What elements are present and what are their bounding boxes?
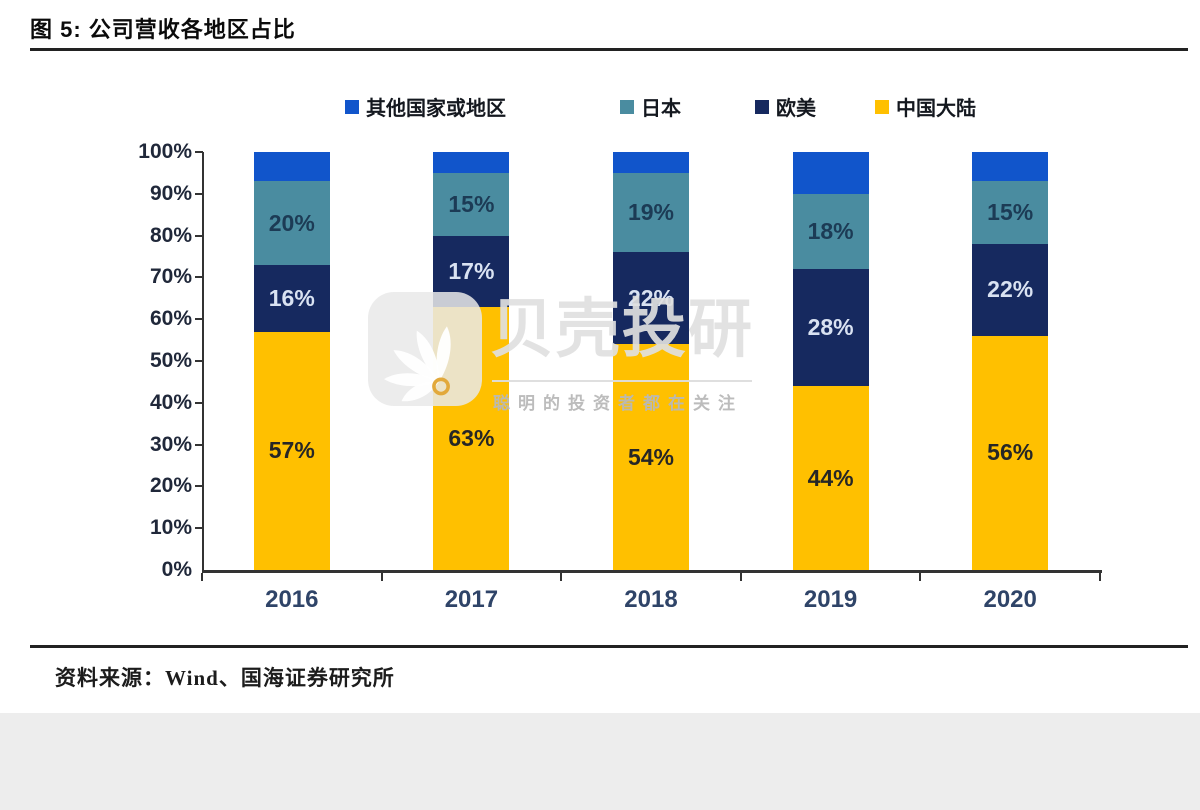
bar-segment: 19% <box>613 172 689 253</box>
y-axis-tick <box>195 485 203 488</box>
legend-swatch <box>875 99 889 114</box>
legend-label: 其他国家或地区 <box>366 98 506 120</box>
footer-bar: 贝壳投研 <box>0 713 1200 810</box>
bar-value-label: 54% <box>627 443 675 470</box>
y-axis-tick <box>195 443 203 446</box>
bar-segment <box>972 152 1049 182</box>
y-axis-label: 70% <box>149 265 192 289</box>
bar-value-label: 44% <box>807 464 854 491</box>
data-source: 资料来源：Wind、国海证券研究所 <box>55 666 395 690</box>
figure-title: 图 5: 公司营收各地区占比 <box>30 17 296 42</box>
bar-segment <box>433 152 510 173</box>
x-axis-label: 2020 <box>983 586 1037 613</box>
legend-item: 日本 <box>620 92 681 121</box>
bar-value-label: 63% <box>448 424 495 451</box>
y-axis-tick <box>195 318 203 321</box>
y-axis-label: 40% <box>149 390 192 414</box>
legend-item: 中国大陆 <box>875 92 976 121</box>
x-axis-tick <box>919 573 922 581</box>
y-axis-label: 90% <box>149 181 192 205</box>
bar-segment <box>792 152 869 194</box>
y-axis-tick <box>195 276 203 279</box>
legend-swatch <box>345 99 359 114</box>
y-axis-tick <box>195 527 203 530</box>
bar-segment: 17% <box>433 235 510 307</box>
bar-segment: 15% <box>972 181 1049 244</box>
bar-segment: 56% <box>972 335 1049 570</box>
bar-segment: 18% <box>792 193 869 270</box>
bar-value-label: 19% <box>627 199 675 226</box>
bar-value-label: 56% <box>987 439 1034 466</box>
bar-segment: 22% <box>613 252 689 345</box>
y-axis-tick <box>195 192 203 195</box>
title-divider <box>30 48 1188 51</box>
y-axis-label: 30% <box>149 432 192 456</box>
y-axis-label: 20% <box>149 474 192 498</box>
x-axis-label: 2016 <box>265 586 319 613</box>
legend-item: 其他国家或地区 <box>345 92 506 121</box>
bar-segment: 54% <box>613 344 689 570</box>
bar-value-label: 15% <box>448 190 495 217</box>
y-axis-label: 80% <box>149 223 192 247</box>
x-axis-tick <box>380 573 383 581</box>
bar-value-label: 57% <box>268 437 315 464</box>
bar-segment <box>613 152 689 173</box>
bar-value-label: 15% <box>987 199 1034 226</box>
y-axis-label: 0% <box>161 558 192 581</box>
chart-legend: 其他国家或地区 日本 欧美 中国大陆 <box>0 92 1200 121</box>
bar-segment: 44% <box>792 386 869 570</box>
bar-value-label: 28% <box>807 314 854 341</box>
bar-segment: 63% <box>433 306 510 570</box>
y-axis-label: 100% <box>138 140 192 163</box>
x-axis-tick <box>201 573 203 581</box>
x-axis-tick <box>1099 573 1101 581</box>
legend-label: 欧美 <box>776 98 816 120</box>
y-axis-label: 50% <box>149 349 192 372</box>
y-axis-tick <box>195 360 203 362</box>
bar-segment: 15% <box>433 172 510 236</box>
plot-axes <box>202 152 1102 573</box>
legend-label: 日本 <box>641 98 681 120</box>
legend-swatch <box>755 99 769 114</box>
bar-segment: 22% <box>972 243 1049 336</box>
legend-label: 中国大陆 <box>896 98 976 120</box>
x-axis-tick <box>739 573 742 581</box>
x-axis-label: 2017 <box>444 586 499 613</box>
bar-segment: 16% <box>253 264 330 332</box>
x-axis-label: 2018 <box>624 586 678 613</box>
bar-value-label: 22% <box>987 276 1034 303</box>
y-axis-tick <box>195 401 203 404</box>
bar-value-label: 16% <box>268 284 315 311</box>
x-axis-tick <box>560 573 563 581</box>
legend-item: 欧美 <box>755 92 816 121</box>
x-axis-label: 2019 <box>803 586 858 613</box>
bar-value-label: 18% <box>807 217 854 244</box>
bar-value-label: 22% <box>627 284 675 311</box>
bar-segment: 20% <box>253 181 330 265</box>
y-axis-tick <box>195 234 203 237</box>
y-axis-tick <box>195 151 203 153</box>
legend-swatch <box>620 99 634 114</box>
source-divider <box>30 645 1188 648</box>
bar-value-label: 20% <box>268 209 315 236</box>
bar-segment <box>253 152 330 182</box>
y-axis-label: 10% <box>149 516 192 540</box>
bar-segment: 28% <box>792 269 869 387</box>
bar-value-label: 17% <box>448 257 495 284</box>
bar-segment: 57% <box>253 331 330 570</box>
y-axis-label: 60% <box>149 307 192 331</box>
